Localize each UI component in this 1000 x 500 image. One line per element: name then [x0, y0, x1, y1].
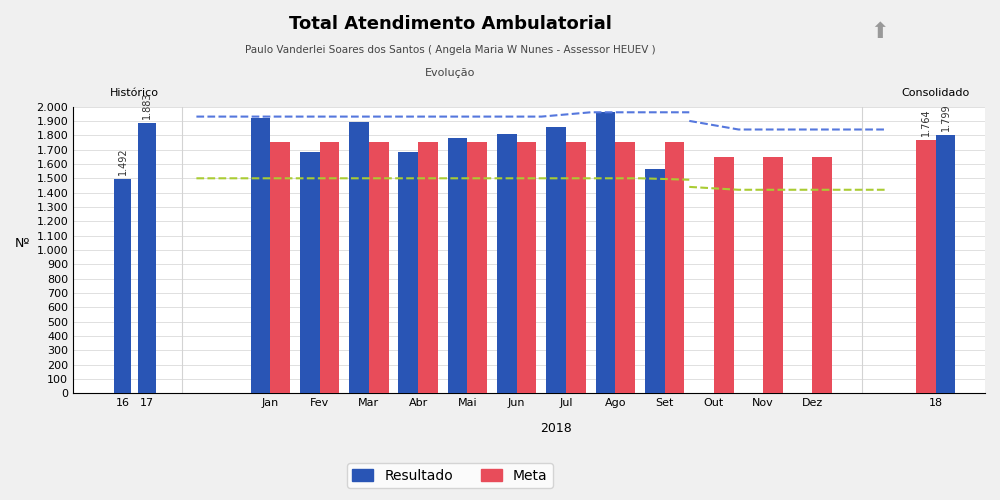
Bar: [763, 157, 783, 394]
Bar: [916, 140, 936, 394]
Text: Total Atendimento Ambulatorial: Total Atendimento Ambulatorial: [289, 15, 611, 33]
Bar: [418, 142, 438, 394]
Bar: [714, 157, 734, 394]
Text: Consolidado: Consolidado: [902, 88, 970, 98]
Bar: [320, 142, 339, 394]
Bar: [615, 142, 635, 394]
Bar: [270, 142, 290, 394]
Y-axis label: Nº: Nº: [15, 237, 30, 250]
Bar: [467, 142, 487, 394]
Bar: [497, 134, 517, 394]
Bar: [936, 136, 955, 394]
Legend: Resultado, Meta: Resultado, Meta: [347, 463, 553, 488]
Text: Evolução: Evolução: [425, 68, 475, 78]
Bar: [138, 124, 156, 394]
Bar: [665, 142, 684, 394]
Bar: [114, 180, 131, 394]
Bar: [517, 142, 536, 394]
Bar: [645, 169, 665, 394]
Text: Histórico: Histórico: [110, 88, 159, 98]
Bar: [596, 112, 615, 394]
Text: 1.799: 1.799: [941, 104, 951, 131]
Bar: [251, 118, 270, 394]
Text: 1.492: 1.492: [117, 148, 127, 175]
X-axis label: 2018: 2018: [541, 422, 572, 435]
Bar: [566, 142, 586, 394]
Bar: [349, 122, 369, 394]
Text: 1.764: 1.764: [921, 108, 931, 136]
Bar: [812, 157, 832, 394]
Bar: [300, 152, 320, 394]
Bar: [546, 128, 566, 394]
Bar: [448, 138, 467, 394]
Bar: [369, 142, 389, 394]
Text: Paulo Vanderlei Soares dos Santos ( Angela Maria W Nunes - Assessor HEUEV ): Paulo Vanderlei Soares dos Santos ( Ange…: [245, 45, 655, 55]
Text: ⬆: ⬆: [871, 22, 889, 42]
Text: 1.883: 1.883: [142, 92, 152, 119]
Bar: [398, 152, 418, 394]
